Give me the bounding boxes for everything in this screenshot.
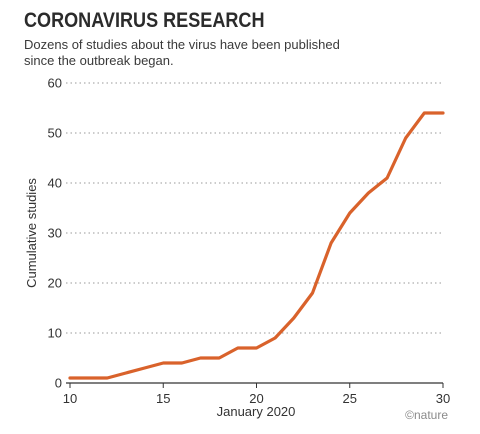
data-point: [423, 111, 426, 114]
x-tick-label: 20: [249, 391, 263, 406]
y-tick-label: 50: [48, 126, 62, 141]
data-point: [255, 346, 258, 349]
data-point: [68, 376, 71, 379]
data-point: [199, 356, 202, 359]
data-point: [274, 336, 277, 339]
data-point: [330, 241, 333, 244]
data-point: [311, 291, 314, 294]
source-credit: ©nature: [405, 408, 448, 422]
series: [68, 111, 445, 380]
data-point: [218, 356, 221, 359]
data-point: [162, 361, 165, 364]
data-point: [385, 176, 388, 179]
y-tick-label: 0: [55, 376, 62, 391]
data-point: [348, 211, 351, 214]
data-point: [180, 361, 183, 364]
x-tick-label: 25: [343, 391, 357, 406]
y-tick-label: 60: [48, 76, 62, 91]
data-point: [124, 371, 127, 374]
data-point: [87, 376, 90, 379]
x-tick-label: 10: [63, 391, 77, 406]
data-point: [106, 376, 109, 379]
y-tick-label: 30: [48, 226, 62, 241]
y-axis-label: Cumulative studies: [24, 178, 39, 288]
axis-labels: January 2020 Cumulative studies: [24, 178, 295, 419]
x-tick-label: 30: [436, 391, 450, 406]
y-tick-label: 40: [48, 176, 62, 191]
y-tick-label: 20: [48, 276, 62, 291]
data-point: [143, 366, 146, 369]
x-tick-label: 15: [156, 391, 170, 406]
y-tick-label: 10: [48, 326, 62, 341]
data-point: [404, 136, 407, 139]
chart-title: CORONAVIRUS RESEARCH: [24, 9, 265, 32]
data-point: [236, 346, 239, 349]
x-axis-label: January 2020: [217, 404, 296, 419]
data-point: [367, 191, 370, 194]
series-line: [68, 111, 445, 380]
data-point: [292, 316, 295, 319]
gridlines: [66, 82, 443, 334]
chart-subtitle: Dozens of studies about the virus have b…: [24, 37, 340, 68]
data-point: [441, 111, 444, 114]
